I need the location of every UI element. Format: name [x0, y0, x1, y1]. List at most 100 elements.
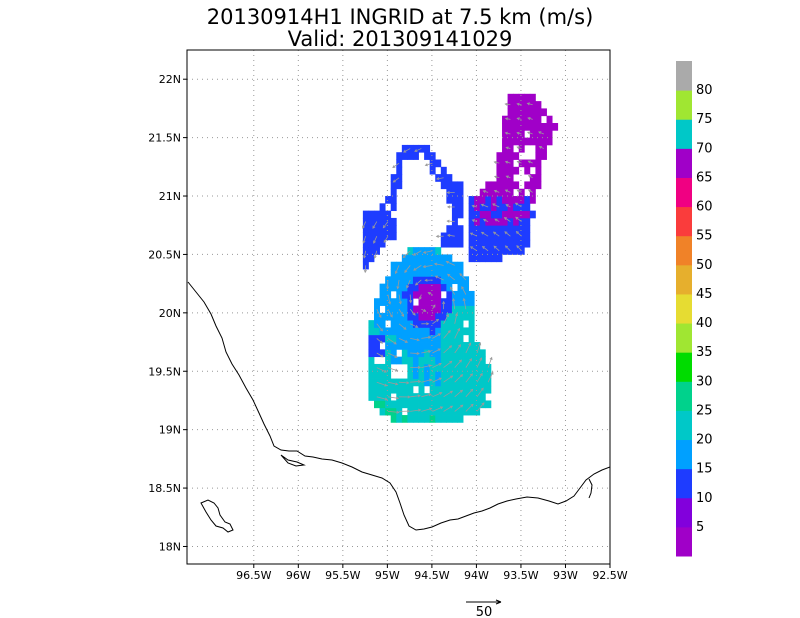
wind-vector-head — [372, 225, 376, 229]
wind-cell — [429, 269, 436, 277]
wind-cell — [474, 232, 481, 241]
wind-cell — [412, 312, 419, 321]
wind-vector-head — [479, 372, 483, 377]
wind-cell — [457, 327, 464, 336]
wind-cell — [396, 312, 403, 321]
wind-cell — [374, 210, 380, 219]
wind-cell — [463, 356, 470, 365]
colorbar-segment — [676, 323, 692, 353]
colorbar-segment — [676, 90, 692, 120]
wind-vector — [376, 323, 383, 332]
wind-cell — [507, 101, 514, 109]
wind-cell — [496, 159, 503, 168]
wind-cell — [435, 415, 442, 423]
wind-cell — [440, 283, 447, 292]
wind-cell — [463, 371, 470, 379]
wind-cell — [440, 232, 447, 241]
wind-cell — [418, 276, 425, 285]
wind-vector-head — [449, 345, 453, 349]
wind-cell — [524, 166, 531, 175]
x-tick-label: 93.5W — [503, 569, 538, 582]
wind-vector — [425, 162, 433, 166]
wind-cell — [446, 407, 453, 416]
wind-cell — [513, 152, 520, 160]
wind-cell — [468, 217, 475, 226]
wind-cell — [513, 203, 520, 212]
wind-vector — [398, 294, 402, 304]
wind-vector-head — [403, 326, 407, 330]
wind-vector-head — [460, 374, 464, 378]
colorbar-segment — [676, 497, 692, 528]
wind-cell — [468, 327, 475, 336]
wind-cell — [418, 298, 425, 306]
wind-vector-head — [468, 342, 472, 346]
wind-cell — [401, 356, 408, 365]
wind-vector — [446, 261, 455, 266]
wind-vector-head — [392, 165, 396, 168]
wind-cell — [390, 349, 397, 358]
wind-vector — [395, 265, 400, 274]
wind-cell — [507, 232, 514, 241]
wind-vector-head — [449, 360, 453, 364]
wind-cell — [457, 415, 464, 423]
wind-cell — [463, 276, 470, 285]
wind-cell — [424, 407, 431, 416]
wind-vector — [470, 232, 478, 237]
wind-cell — [457, 407, 464, 416]
wind-vector-head — [396, 410, 400, 414]
wind-vector-head — [505, 204, 509, 207]
wind-cell — [418, 415, 425, 423]
wind-cell — [490, 210, 497, 219]
wind-vector-head — [433, 262, 438, 266]
wind-cell — [368, 378, 375, 387]
wind-cell — [451, 312, 458, 321]
wind-cell — [518, 159, 525, 168]
wind-cell — [407, 247, 414, 255]
wind-cell — [524, 196, 531, 204]
wind-cell — [468, 225, 475, 233]
wind-cell — [429, 400, 436, 409]
wind-cell — [457, 378, 464, 387]
wind-cell — [507, 144, 514, 153]
wind-vector — [392, 162, 400, 168]
wind-cell — [451, 356, 458, 365]
wind-vector — [461, 286, 467, 295]
wind-cell — [424, 283, 431, 292]
wind-cell — [524, 203, 531, 212]
wind-cell — [485, 232, 492, 241]
wind-cell — [407, 327, 414, 336]
wind-cell — [440, 166, 447, 175]
wind-vector-head — [460, 404, 464, 408]
wind-cell — [412, 327, 419, 336]
wind-cell — [374, 371, 380, 379]
wind-cell — [518, 203, 525, 212]
colorbar-segment — [676, 235, 692, 266]
wind-vector — [459, 273, 467, 281]
wind-vector-head — [504, 189, 509, 193]
wind-vector-head — [417, 365, 422, 369]
wind-cell — [485, 378, 492, 387]
wind-vector-head — [446, 190, 450, 195]
wind-cell — [368, 349, 375, 358]
wind-cell — [518, 232, 525, 241]
wind-vector — [410, 381, 421, 383]
wind-vector-head — [393, 341, 397, 345]
wind-cell — [529, 174, 536, 182]
wind-cell — [485, 196, 492, 204]
wind-cell — [401, 152, 408, 160]
wind-vector-head — [363, 269, 367, 274]
wind-vector-head — [380, 354, 384, 358]
colorbar-label: 25 — [696, 403, 713, 418]
wind-vector — [481, 231, 489, 237]
wind-cell — [502, 217, 508, 226]
wind-vector — [387, 352, 398, 358]
wind-vector — [432, 333, 441, 339]
wind-vector-head — [492, 231, 497, 235]
wind-cell — [524, 115, 531, 124]
wind-vector — [403, 148, 411, 153]
wind-vector — [465, 373, 473, 383]
wind-cell — [401, 298, 408, 306]
plot-frame — [186, 49, 611, 565]
wind-vector-head — [379, 340, 384, 344]
wind-cell — [396, 166, 403, 175]
